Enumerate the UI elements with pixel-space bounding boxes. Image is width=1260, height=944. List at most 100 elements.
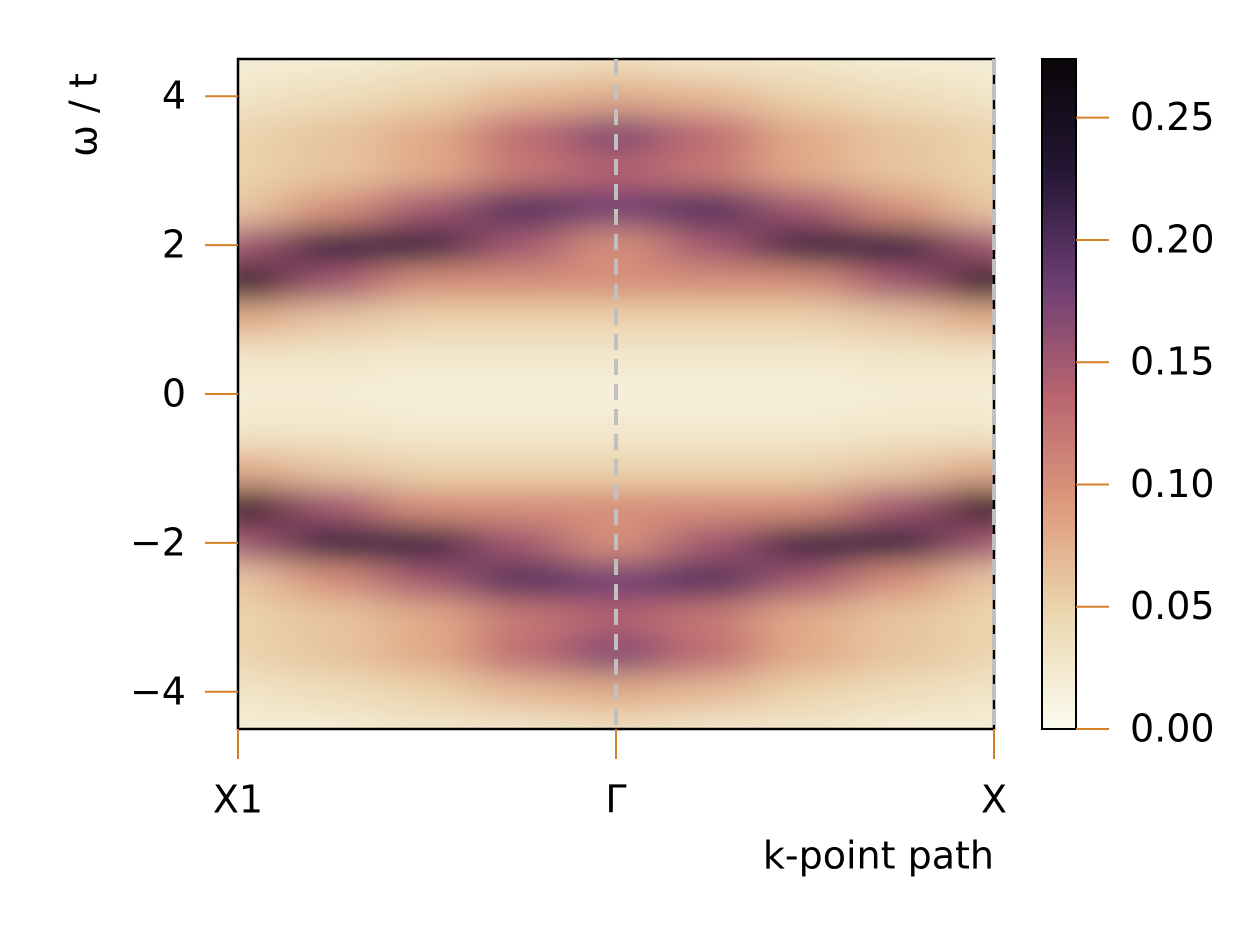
heat-cell bbox=[662, 523, 759, 562]
heat-cell bbox=[379, 188, 475, 227]
heat-cell bbox=[238, 374, 286, 414]
heat-cell bbox=[757, 151, 853, 190]
heat-cell bbox=[284, 374, 381, 414]
heat-cell bbox=[946, 374, 994, 414]
heat-cell bbox=[757, 523, 853, 562]
heat-cell bbox=[946, 709, 994, 729]
heat-cell bbox=[284, 561, 381, 600]
heat-cell bbox=[757, 374, 853, 414]
heat-cell bbox=[238, 114, 286, 153]
heat-cell bbox=[946, 77, 994, 116]
heat-cell bbox=[238, 263, 286, 302]
heat-cell bbox=[757, 226, 853, 265]
heat-cell bbox=[284, 226, 381, 265]
heat-cell bbox=[757, 77, 853, 116]
heat-cell bbox=[851, 523, 948, 562]
heat-cell bbox=[662, 114, 759, 153]
heatmap bbox=[238, 59, 994, 729]
heat-cell bbox=[757, 263, 853, 302]
heat-cell bbox=[379, 598, 475, 637]
heat-cell bbox=[473, 449, 570, 488]
heat-cell bbox=[379, 151, 475, 190]
heat-cell bbox=[238, 226, 286, 265]
heat-cell bbox=[284, 300, 381, 339]
heat-cell bbox=[238, 709, 286, 729]
heat-cell bbox=[284, 449, 381, 488]
y-tick-label: −4 bbox=[130, 669, 186, 713]
heat-cell bbox=[379, 561, 475, 600]
heat-cell bbox=[851, 188, 948, 227]
heat-cell bbox=[757, 598, 853, 637]
heat-cell bbox=[946, 226, 994, 265]
heat-cell bbox=[851, 300, 948, 339]
heat-cell bbox=[851, 672, 948, 711]
heat-cell bbox=[662, 300, 759, 339]
heat-cell bbox=[946, 59, 994, 79]
heat-cell bbox=[379, 486, 475, 525]
y-tick-label: 4 bbox=[162, 74, 186, 118]
heat-cell bbox=[379, 263, 475, 302]
x-tick-label: X1 bbox=[213, 778, 263, 822]
heat-cell bbox=[946, 672, 994, 711]
heat-cell bbox=[473, 561, 570, 600]
heat-cell bbox=[284, 672, 381, 711]
heat-cell bbox=[851, 151, 948, 190]
colorbar-tick-label: 0.10 bbox=[1130, 462, 1215, 506]
heat-cell bbox=[946, 449, 994, 488]
heat-cell bbox=[946, 523, 994, 562]
heat-cell bbox=[757, 412, 853, 451]
heat-cell bbox=[238, 77, 286, 116]
y-tick-label: 2 bbox=[162, 223, 186, 267]
heat-cell bbox=[851, 337, 948, 376]
heat-cell bbox=[946, 114, 994, 153]
heat-cell bbox=[284, 337, 381, 376]
heat-cell bbox=[238, 523, 286, 562]
heat-cell bbox=[238, 598, 286, 637]
heat-cell bbox=[473, 598, 570, 637]
heat-cell bbox=[238, 188, 286, 227]
heat-cell bbox=[946, 635, 994, 674]
heat-cell bbox=[284, 59, 381, 79]
heat-cell bbox=[284, 635, 381, 674]
heat-cell bbox=[284, 151, 381, 190]
heat-cell bbox=[946, 263, 994, 302]
heat-cell bbox=[757, 486, 853, 525]
heat-cell bbox=[284, 523, 381, 562]
heat-cell bbox=[284, 598, 381, 637]
heat-cell bbox=[379, 300, 475, 339]
heat-cell bbox=[757, 300, 853, 339]
heat-cell bbox=[851, 449, 948, 488]
heat-cell bbox=[473, 412, 570, 451]
colorbar-tick-label: 0.00 bbox=[1130, 707, 1215, 751]
heat-cell bbox=[473, 263, 570, 302]
heat-cell bbox=[946, 412, 994, 451]
heat-cell bbox=[662, 374, 759, 414]
heat-cell bbox=[851, 598, 948, 637]
heat-cell bbox=[946, 486, 994, 525]
heat-cell bbox=[757, 672, 853, 711]
heat-cell bbox=[851, 486, 948, 525]
heat-cell bbox=[757, 188, 853, 227]
heat-cell bbox=[662, 449, 759, 488]
heat-cell bbox=[946, 598, 994, 637]
x-axis-label: k-point path bbox=[763, 834, 994, 878]
heat-cell bbox=[473, 337, 570, 376]
heat-cell bbox=[379, 374, 475, 414]
heat-cell bbox=[379, 337, 475, 376]
heat-cell bbox=[662, 635, 759, 674]
heat-cell bbox=[662, 263, 759, 302]
heat-cell bbox=[946, 300, 994, 339]
colorbar-tick-label: 0.25 bbox=[1130, 95, 1215, 139]
heat-cell bbox=[379, 114, 475, 153]
heat-cell bbox=[662, 77, 759, 116]
heat-cell bbox=[473, 672, 570, 711]
heat-cell bbox=[284, 114, 381, 153]
heat-cell bbox=[662, 226, 759, 265]
colorbar-tick-label: 0.15 bbox=[1130, 340, 1215, 384]
heat-cell bbox=[851, 263, 948, 302]
heat-cell bbox=[473, 59, 570, 79]
heat-cell bbox=[851, 635, 948, 674]
x-tick-label: Γ bbox=[605, 778, 626, 822]
heat-cell bbox=[238, 412, 286, 451]
